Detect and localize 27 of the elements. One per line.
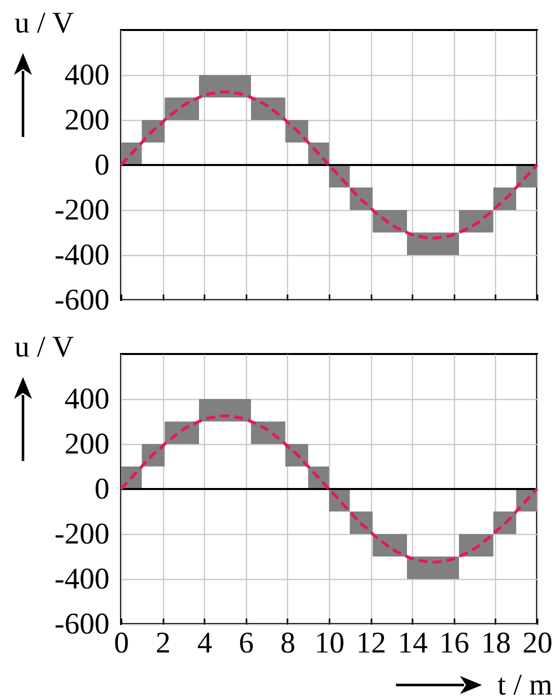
- x-axis-title: t / m: [497, 668, 552, 697]
- y-tick-label: 0: [94, 472, 110, 506]
- x-tick-label: 2: [156, 626, 171, 660]
- y-tick-label: 200: [64, 104, 110, 136]
- y-tick-label: -400: [54, 238, 110, 272]
- x-tick-label: 10: [314, 626, 344, 660]
- x-tick-label: 14: [398, 626, 428, 660]
- x-tick-label: 8: [280, 626, 296, 660]
- y-tick-label: 400: [64, 58, 110, 92]
- y-tick-label: 400: [64, 382, 110, 416]
- line-series: [120, 90, 538, 240]
- y-axis-title: u / V: [14, 330, 74, 364]
- x-tick-label: 6: [238, 626, 254, 660]
- x-tick-label: 12: [356, 626, 386, 660]
- x-tick-label: 4: [197, 626, 212, 660]
- y-tick-label: -200: [54, 518, 110, 550]
- y-tick-label: 200: [64, 428, 110, 460]
- x-tick-label: 20: [522, 626, 552, 660]
- y-tick-label: 0: [94, 148, 110, 182]
- y-tick-label: -400: [54, 562, 110, 596]
- x-tick-label: 16: [439, 626, 470, 660]
- y-tick-label: -600: [54, 608, 110, 640]
- y-tick-label: -600: [54, 284, 110, 316]
- line-series: [120, 414, 538, 564]
- x-tick-label: 18: [480, 626, 511, 660]
- y-tick-label: -200: [54, 194, 110, 226]
- y-axis-title: u / V: [14, 6, 74, 40]
